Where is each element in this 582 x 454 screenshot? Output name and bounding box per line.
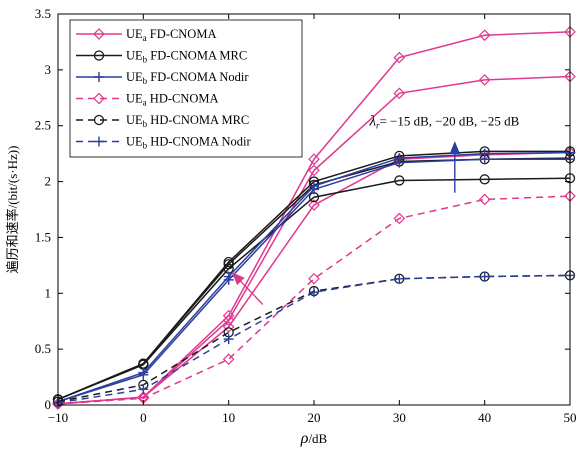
legend-entry: UEb HD-CNOMA MRC [76,113,249,129]
annotation-arrow-head [232,272,245,286]
data-point [309,287,319,298]
legend-label: UEa FD-CNOMA [126,27,216,43]
x-tick-label: 40 [478,410,491,425]
data-point [308,272,320,285]
legend-swatch-marker [94,72,104,82]
legend-swatch-marker [93,92,105,105]
data-point [138,369,149,380]
legend-swatch-marker [93,28,105,40]
data-point [309,184,319,195]
x-tick-label: 20 [308,410,321,425]
data-point [478,29,491,42]
y-tick-label: 1 [45,285,52,300]
data-point [222,353,235,366]
y-tick-label: 2 [45,174,52,189]
legend-box [69,19,303,158]
series-layer [52,26,576,410]
data-point [308,164,320,177]
y-tick-label: 0 [45,397,52,412]
data-point [393,212,406,225]
data-point [222,320,235,333]
legend-label: UEb FD-CNOMA MRC [126,49,247,65]
data-point [394,157,405,168]
data-point [393,87,406,100]
x-axis-label: ρ/dB [300,430,328,447]
data-point [479,174,490,185]
data-point [138,384,149,395]
legend-entry: UEb FD-CNOMA Nodir [76,70,249,86]
data-point [478,74,491,86]
data-point [222,314,235,326]
legend-swatch-marker [93,114,105,126]
legend-label: UEb FD-CNOMA Nodir [126,70,249,86]
y-tick-label: 2.5 [35,118,51,133]
legend-label: UEb HD-CNOMA Nodir [126,135,251,151]
annotation-layer: λr= −15 dB, −20 dB, −25 dB [232,114,520,305]
y-tick-label: 3 [45,62,52,77]
data-point [479,271,490,282]
x-tick-label: 30 [393,410,406,425]
x-tick-label: −10 [48,410,68,425]
series-line [57,195,571,405]
data-point [393,51,406,64]
legend-entry: UEb HD-CNOMA Nodir [76,135,251,151]
y-tick-label: 1.5 [35,229,51,244]
legend-entry: UEa HD-CNOMA [76,92,219,108]
legend-swatch-marker [94,136,104,147]
data-point [223,334,234,345]
series-line [57,158,570,403]
data-point [223,274,234,285]
legend-swatch-marker [93,50,105,61]
legend-entry: UEa FD-CNOMA [76,27,216,43]
x-tick-label: 0 [140,410,147,425]
data-point [394,175,405,186]
y-tick-label: 0.5 [35,341,51,356]
legend-entry: UEb FD-CNOMA MRC [76,49,247,65]
legend-label: UEb HD-CNOMA MRC [126,113,249,129]
data-point [478,193,491,206]
axes-layer: −10 0 10 20 30 40 5000.511.522.533.5ρ/dB遍历和速率/… [5,6,577,447]
data-point [479,154,490,165]
x-tick-label: 50 [564,410,577,425]
annotation-1 [232,272,264,305]
data-point [394,273,405,284]
y-tick-label: 3.5 [35,6,51,21]
series-line [57,177,571,401]
data-point [308,199,320,211]
annotation-arrow-head [449,141,461,154]
data-point [308,153,320,166]
annotation-0: λr= −15 dB, −20 dB, −25 dB [368,114,520,193]
legend: UEa FD-CNOMA UEb FD-CNOMA MRC UEb FD-CNOMA… [69,19,303,158]
y-axis-label: 遍历和速率/(bit/(s·Hz)) [5,146,20,274]
annotation-text: λr= −15 dB, −20 dB, −25 dB [368,114,519,131]
legend-label: UEa HD-CNOMA [126,92,219,108]
x-tick-label: 10 [222,410,235,425]
